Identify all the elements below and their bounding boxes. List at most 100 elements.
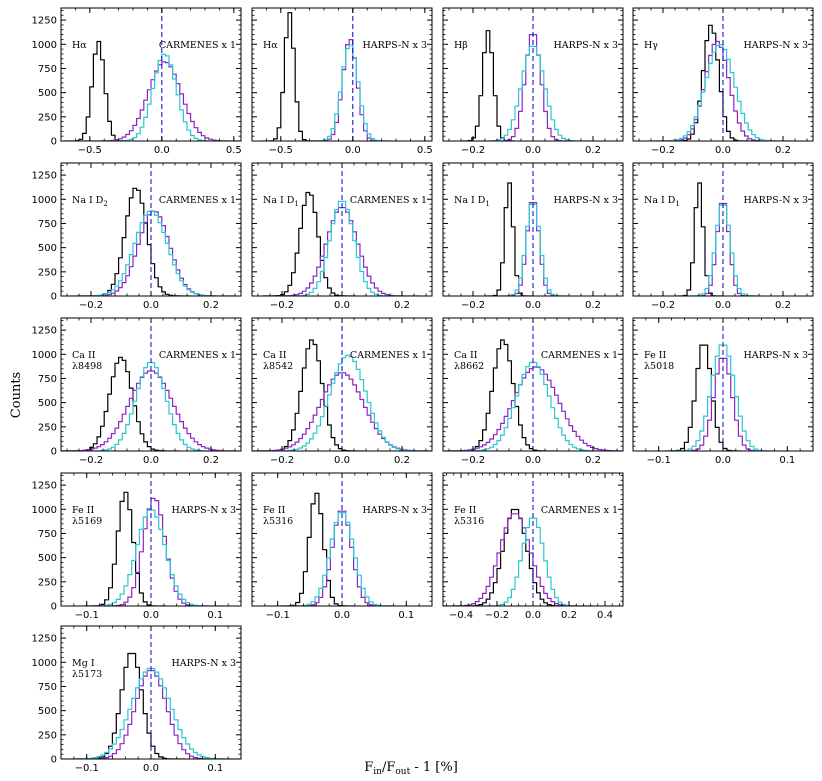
y-tick-label: 1250 [32,634,57,645]
y-tick-label: 750 [38,374,57,385]
panel-line-wavelength: λ8542 [263,361,293,372]
x-tick-label: 0.2 [394,455,410,466]
panel-instrument-label: HARPS-N x 3 [362,505,427,516]
panel-line-label: Hα [72,40,87,51]
histogram-series-black [262,191,357,296]
x-tick-label: −0.2 [485,610,509,621]
panel-plot-area [61,626,241,759]
y-tick-label: 250 [38,422,57,433]
x-tick-label: 0.2 [775,300,791,311]
y-tick-label: 250 [38,730,57,741]
histogram-series-purple [313,39,389,141]
y-tick-label: 1250 [32,326,57,337]
x-tick-label: −0.1 [266,610,290,621]
x-tick-label: 0.0 [525,300,541,311]
y-tick-label: 1000 [32,658,57,669]
y-tick-label: 500 [38,243,57,254]
histogram-panel: −0.2 0.0 0.2 Na I D1 CARMENES x 1 [251,162,433,311]
panel-instrument-label: HARPS-N x 3 [743,350,808,361]
x-tick-label: −0.2 [461,455,485,466]
y-tick-label: 500 [38,88,57,99]
x-tick-label: 0.0 [143,610,159,621]
x-tick-label: 0.0 [334,300,350,311]
panel-plot-area [252,318,432,451]
panel-plot-area [443,318,623,451]
y-tick-label: 750 [38,219,57,230]
y-tick-label: 0 [51,137,57,148]
x-tick-label: 0.0 [154,145,170,156]
y-tick-label: 500 [38,398,57,409]
y-tick-label: 750 [38,529,57,540]
x-axis-title-main: F [364,760,373,775]
panel-line-label: Na I D1 [644,195,680,208]
histogram-series-purple [443,366,623,451]
panel-plot-area [61,318,241,451]
x-tick-label: −0.1 [75,610,99,621]
x-tick-label: 0.1 [207,763,223,774]
x-tick-label: −0.2 [461,300,485,311]
y-tick-label: 0 [51,447,57,458]
panel-plot-area [647,8,795,141]
panel-line-label: Ca II [454,350,478,361]
x-tick-label: 0.0 [525,145,541,156]
y-axis-title: Counts [9,372,24,418]
y-tick-label: 1250 [32,481,57,492]
panel-line-label: Ca II [72,350,96,361]
panel-plot-area [77,473,225,606]
x-axis-title-tail: - 1 [%] [410,760,458,775]
histogram-series-purple [676,357,770,451]
x-tick-label: −0.2 [651,300,675,311]
histogram-series-cyan [687,204,763,296]
panel-line-label: Fe II [644,350,666,361]
x-tick-label: 0.2 [203,455,219,466]
x-tick-label: 0.0 [143,763,159,774]
panel-line-label: Fe II [454,505,476,516]
histogram-series-cyan [284,511,400,606]
y-tick-label: 0 [51,602,57,613]
y-tick-label: 1000 [32,505,57,516]
x-tick-label: 0.4 [597,610,613,621]
panel-instrument-label: CARMENES x 1 [541,505,618,516]
panel-instrument-label: CARMENES x 1 [159,40,236,51]
panel-plot-area [262,8,393,141]
x-tick-label: −0.2 [79,300,103,311]
histogram-panel: −0.2 0.0 0.2 Na I D1 HARPS-N x 3 [632,162,814,311]
y-tick-label: 1000 [32,40,57,51]
panel-instrument-label: CARMENES x 1 [350,350,427,361]
panel-line-wavelength: λ8662 [454,361,484,372]
x-tick-label: −0.1 [647,455,671,466]
histogram-series-cyan [647,44,795,141]
panel-line-label: Fe II [263,505,285,516]
x-tick-label: 0.0 [715,455,731,466]
panel-line-wavelength: λ5018 [644,361,674,372]
panel-instrument-label: CARMENES x 1 [159,350,236,361]
histogram-series-black [64,40,130,141]
y-tick-label: 750 [38,64,57,75]
panel-line-wavelength: λ5316 [454,516,484,527]
panel-plot-area [676,163,763,296]
panel-frame [60,7,242,142]
x-tick-label: 0.5 [417,145,433,156]
x-tick-label: 0.2 [394,300,410,311]
histogram-series-cyan [479,517,587,606]
histogram-series-black [85,491,167,606]
histogram-panel: −0.5 0.0 0.5 Hα HARPS-N x 3 [251,7,433,156]
x-axis-title-sub-in: in [373,767,382,777]
histogram-series-cyan [475,45,591,141]
x-tick-label: −0.2 [270,455,294,466]
histogram-series-purple [97,497,209,606]
panel-plot-area [461,8,591,141]
y-tick-label: 500 [38,553,57,564]
panel-instrument-label: HARPS-N x 3 [553,195,618,206]
panel-plot-area [262,163,422,296]
histogram-series-purple [654,40,777,141]
y-tick-label: 1250 [32,171,57,182]
histogram-panel: −0.2 0.0 0.2 Hγ HARPS-N x 3 [632,7,814,156]
x-tick-label: −0.4 [449,610,473,621]
